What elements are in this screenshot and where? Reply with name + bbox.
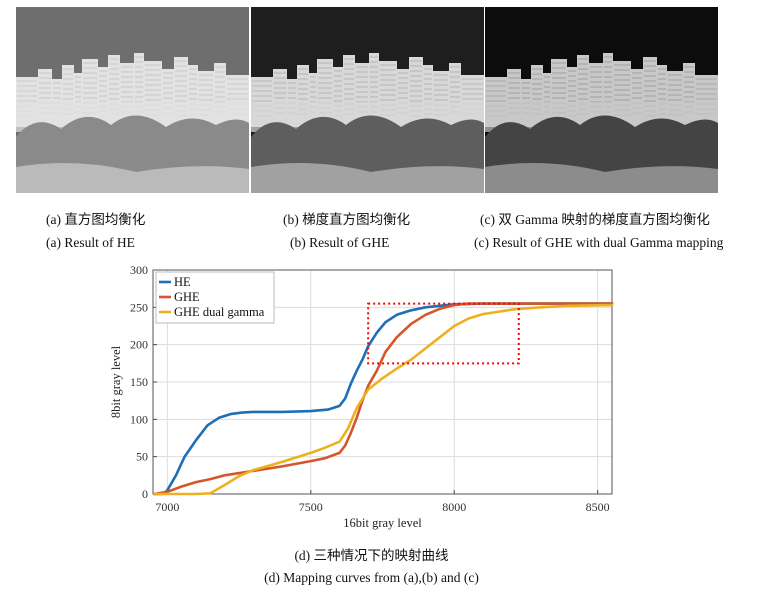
legend-label: GHE xyxy=(174,290,200,304)
series-line-1 xyxy=(153,302,614,496)
y-tick-label: 150 xyxy=(130,375,148,389)
series-line-2 xyxy=(153,302,614,496)
y-tick-label: 250 xyxy=(130,300,148,314)
caption-d-chinese: (d) 三种情况下的映射曲线 xyxy=(294,548,449,563)
photo-panel-c xyxy=(485,7,718,193)
caption-b-chinese: (b) 梯度直方图均衡化 xyxy=(283,212,411,227)
y-tick-label: 0 xyxy=(142,487,148,501)
caption-c-chinese: (c) 双 Gamma 映射的梯度直方图均衡化 xyxy=(480,212,710,227)
legend-box xyxy=(155,271,275,324)
legend-label: GHE dual gamma xyxy=(174,305,265,319)
series-line-3 xyxy=(153,303,614,496)
mapping-curves-chart: 7000 7500 8000 8500 0 50 100 150 200 250 300 HE GHE… xyxy=(100,262,620,537)
legend-label: HE xyxy=(174,275,191,289)
photo-image-c xyxy=(485,7,718,193)
x-tick-label: 8000 xyxy=(442,500,466,514)
x-tick-label: 7000 xyxy=(155,500,179,514)
caption-c-english: (c) Result of GHE with dual Gamma mappin… xyxy=(474,235,724,250)
x-tick-label: 7500 xyxy=(299,500,323,514)
photo-image-b xyxy=(251,7,484,193)
x-tick-label: 8500 xyxy=(586,500,610,514)
caption-b-english: (b) Result of GHE xyxy=(290,235,390,250)
y-tick-label: 100 xyxy=(130,412,148,426)
caption-a-english: (a) Result of HE xyxy=(46,235,135,250)
caption-a-chinese: (a) 直方图均衡化 xyxy=(46,212,146,227)
highlight-box xyxy=(367,302,520,365)
photo-panel-b xyxy=(251,7,484,193)
y-axis-title: 8bit gray level xyxy=(109,345,123,418)
y-tick-label: 50 xyxy=(136,450,148,464)
y-tick-label: 200 xyxy=(130,338,148,352)
y-tick-label: 300 xyxy=(130,263,148,277)
x-axis-title: 16bit gray level xyxy=(343,516,422,530)
plot-frame xyxy=(152,269,613,495)
photo-panel-a xyxy=(16,7,249,193)
caption-d-english: (d) Mapping curves from (a),(b) and (c) xyxy=(264,570,479,585)
photo-image-a xyxy=(16,7,249,193)
